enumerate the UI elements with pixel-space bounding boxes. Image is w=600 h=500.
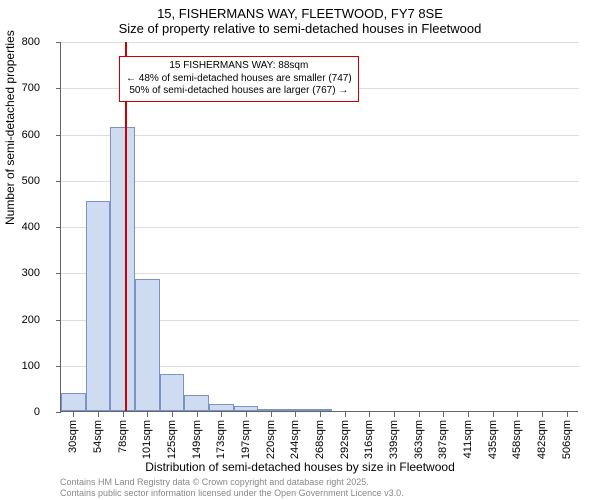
histogram-bar bbox=[209, 404, 234, 411]
gridline bbox=[61, 181, 579, 182]
ytick-label: 400 bbox=[0, 221, 40, 233]
ytick-label: 100 bbox=[0, 360, 40, 372]
ytick-mark bbox=[56, 135, 61, 136]
x-axis-label: Distribution of semi-detached houses by … bbox=[0, 460, 600, 474]
ytick-mark bbox=[56, 181, 61, 182]
xtick-mark bbox=[320, 412, 321, 417]
histogram-bar bbox=[184, 395, 209, 411]
xtick-label: 149sqm bbox=[191, 420, 203, 459]
xtick-mark bbox=[123, 412, 124, 417]
histogram-bar bbox=[308, 409, 333, 411]
title-block: 15, FISHERMANS WAY, FLEETWOOD, FY7 8SE S… bbox=[0, 0, 600, 36]
gridline bbox=[61, 227, 579, 228]
xtick-mark bbox=[197, 412, 198, 417]
xtick-label: 244sqm bbox=[289, 420, 301, 459]
ytick-label: 200 bbox=[0, 314, 40, 326]
xtick-label: 316sqm bbox=[363, 420, 375, 459]
histogram-bar bbox=[283, 409, 308, 411]
credits: Contains HM Land Registry data © Crown c… bbox=[60, 477, 404, 498]
histogram-bar bbox=[86, 201, 111, 411]
ytick-label: 700 bbox=[0, 82, 40, 94]
credits-line2: Contains public sector information licen… bbox=[60, 488, 404, 498]
histogram-bar bbox=[160, 374, 185, 411]
xtick-label: 30sqm bbox=[67, 420, 79, 453]
xtick-label: 506sqm bbox=[561, 420, 573, 459]
chart-container: 15, FISHERMANS WAY, FLEETWOOD, FY7 8SE S… bbox=[0, 0, 600, 500]
gridline bbox=[61, 135, 579, 136]
ytick-mark bbox=[56, 273, 61, 274]
annotation-line: 15 FISHERMANS WAY: 88sqm bbox=[126, 60, 352, 73]
ytick-label: 0 bbox=[0, 406, 40, 418]
histogram-bar bbox=[234, 406, 259, 411]
xtick-label: 387sqm bbox=[437, 420, 449, 459]
ytick-label: 800 bbox=[0, 36, 40, 48]
ytick-label: 600 bbox=[0, 129, 40, 141]
ytick-mark bbox=[56, 412, 61, 413]
plot-area: 30sqm54sqm78sqm101sqm125sqm149sqm173sqm1… bbox=[60, 42, 578, 412]
xtick-mark bbox=[542, 412, 543, 417]
xtick-label: 268sqm bbox=[314, 420, 326, 459]
xtick-label: 197sqm bbox=[240, 420, 252, 459]
xtick-label: 292sqm bbox=[339, 420, 351, 459]
xtick-label: 363sqm bbox=[413, 420, 425, 459]
title-main: 15, FISHERMANS WAY, FLEETWOOD, FY7 8SE bbox=[0, 6, 600, 21]
xtick-mark bbox=[493, 412, 494, 417]
xtick-mark bbox=[271, 412, 272, 417]
histogram-bar bbox=[135, 279, 160, 411]
annotation-line: ← 48% of semi-detached houses are smalle… bbox=[126, 73, 352, 86]
ytick-mark bbox=[56, 227, 61, 228]
histogram-bar bbox=[61, 393, 86, 412]
chart-area: 30sqm54sqm78sqm101sqm125sqm149sqm173sqm1… bbox=[60, 42, 578, 412]
title-sub: Size of property relative to semi-detach… bbox=[0, 21, 600, 36]
ytick-label: 300 bbox=[0, 267, 40, 279]
xtick-label: 78sqm bbox=[117, 420, 129, 453]
xtick-mark bbox=[394, 412, 395, 417]
xtick-mark bbox=[172, 412, 173, 417]
xtick-mark bbox=[567, 412, 568, 417]
xtick-label: 458sqm bbox=[511, 420, 523, 459]
xtick-mark bbox=[147, 412, 148, 417]
xtick-label: 101sqm bbox=[141, 420, 153, 459]
xtick-mark bbox=[73, 412, 74, 417]
gridline bbox=[61, 273, 579, 274]
xtick-mark bbox=[443, 412, 444, 417]
xtick-mark bbox=[517, 412, 518, 417]
xtick-mark bbox=[246, 412, 247, 417]
annotation-box: 15 FISHERMANS WAY: 88sqm← 48% of semi-de… bbox=[119, 56, 359, 102]
xtick-label: 339sqm bbox=[388, 420, 400, 459]
xtick-mark bbox=[221, 412, 222, 417]
histogram-bar bbox=[258, 409, 283, 411]
xtick-mark bbox=[345, 412, 346, 417]
xtick-label: 411sqm bbox=[462, 420, 474, 458]
xtick-mark bbox=[98, 412, 99, 417]
ytick-label: 500 bbox=[0, 175, 40, 187]
xtick-label: 173sqm bbox=[215, 420, 227, 459]
ytick-mark bbox=[56, 366, 61, 367]
ytick-mark bbox=[56, 320, 61, 321]
xtick-mark bbox=[468, 412, 469, 417]
ytick-mark bbox=[56, 88, 61, 89]
xtick-mark bbox=[369, 412, 370, 417]
gridline bbox=[61, 42, 579, 43]
histogram-bar bbox=[110, 127, 135, 411]
xtick-label: 125sqm bbox=[166, 420, 178, 459]
xtick-label: 54sqm bbox=[92, 420, 104, 453]
xtick-label: 220sqm bbox=[265, 420, 277, 459]
ytick-mark bbox=[56, 42, 61, 43]
xtick-mark bbox=[419, 412, 420, 417]
xtick-mark bbox=[295, 412, 296, 417]
annotation-line: 50% of semi-detached houses are larger (… bbox=[126, 85, 352, 98]
credits-line1: Contains HM Land Registry data © Crown c… bbox=[60, 477, 404, 487]
xtick-label: 435sqm bbox=[487, 420, 499, 459]
xtick-label: 482sqm bbox=[536, 420, 548, 459]
